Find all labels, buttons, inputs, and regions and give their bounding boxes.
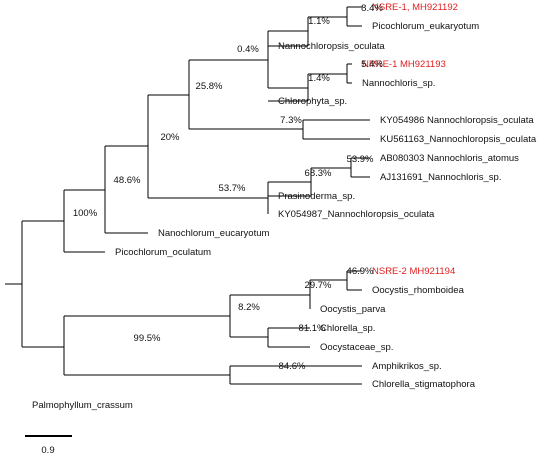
support-values: 8.4% 1.1% 5.4% 1.4% 0.4% 7.3% 25.8% 53.9% 68.3% 5… [73, 3, 384, 372]
taxon-label: KY054986 Nannochloropsis_oculata [380, 115, 534, 126]
taxon-label: KU561163_Nannochloropsis_oculata [380, 134, 537, 145]
taxon-label: Prasinoderma_sp. [278, 191, 355, 202]
taxon-label: Palmophyllum_crassum [32, 400, 133, 411]
support-value-n9: 68.3% [305, 168, 332, 179]
support-value-n12: 48.6% [114, 175, 141, 186]
taxon-label: Oocystis_parva [320, 304, 386, 315]
taxon-label: NSRE-2 MH921194 [372, 266, 455, 277]
support-value-n4: 1.4% [308, 73, 330, 84]
scale-bar: 0.9 [25, 435, 72, 456]
scale-bar-label: 0.9 [41, 445, 54, 456]
support-value-n16: 81.1% [299, 323, 326, 334]
taxon-label: Picochlorum_oculatum [115, 247, 211, 258]
taxon-label: Oocystis_rhomboidea [372, 285, 465, 296]
support-value-n19: 99.5% [134, 333, 161, 344]
support-value-n13: 100% [73, 208, 98, 219]
taxon-label: Amphikrikos_sp. [372, 361, 442, 372]
support-value-n6: 7.3% [280, 115, 302, 126]
taxon-label: Picochlorum_eukaryotum [372, 21, 479, 32]
support-value-n14: 46.9% [347, 266, 374, 277]
support-value-n11: 20% [160, 132, 180, 143]
taxon-labels: NSRE-1, MH921192 Picochlorum_eukaryotum Na… [32, 2, 537, 411]
taxon-label: Chlorophyta_sp. [278, 96, 347, 107]
support-value-n2: 1.1% [308, 16, 330, 27]
taxon-label: Nannochloris_sp. [362, 78, 435, 89]
taxon-label: AJ131691_Nannochloris_sp. [380, 172, 501, 183]
taxon-label: Chlorella_stigmatophora [372, 379, 476, 390]
support-value-n8: 53.9% [347, 154, 374, 165]
support-value-n7: 25.8% [196, 81, 223, 92]
support-value-n5: 0.4% [237, 44, 259, 55]
support-value-n15: 29.7% [305, 280, 332, 291]
taxon-label: Chlorella_sp. [320, 323, 375, 334]
taxon-label: Nanochlorum_eucaryotum [158, 228, 270, 239]
taxon-label: NSRE-1, MH921192 [372, 2, 458, 13]
taxon-label: AB080303 Nannochloris_atomus [380, 153, 519, 164]
support-value-n17: 8.2% [238, 302, 260, 313]
taxon-label: NRRE-1 MH921193 [362, 59, 446, 70]
taxon-label: Oocystaceae_sp. [320, 342, 393, 353]
support-value-n3: 5.4% [361, 59, 383, 70]
taxon-label: KY054987_Nannochloropsis_oculata [278, 209, 435, 220]
taxon-label: Nannochloropsis_oculata [278, 41, 385, 52]
support-value-n10: 53.7% [219, 183, 246, 194]
tree-branches [5, 6, 370, 385]
support-value-n18: 84.6% [279, 361, 306, 372]
support-value-n1: 8.4% [361, 3, 383, 14]
